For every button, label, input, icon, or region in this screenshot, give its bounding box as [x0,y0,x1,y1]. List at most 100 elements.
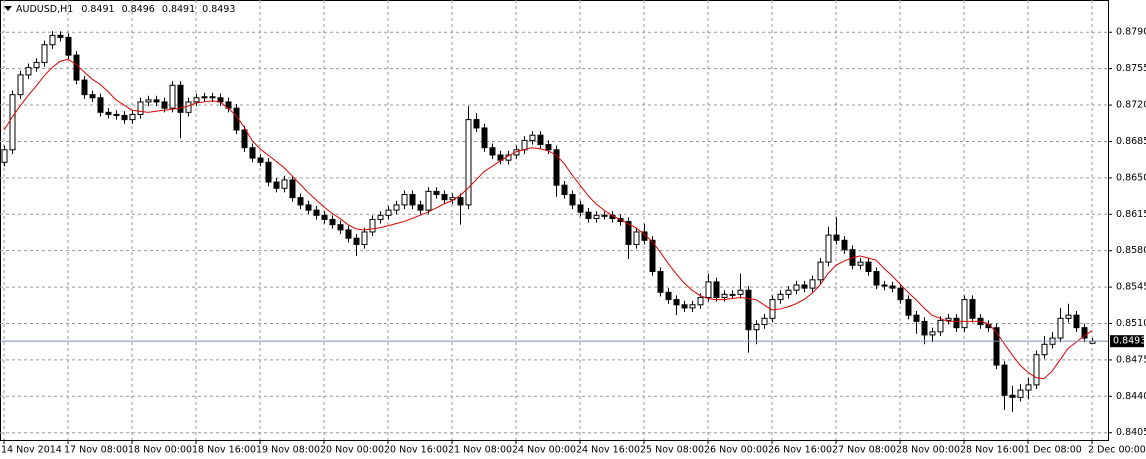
candle-body [905,299,912,316]
candle-body [265,161,272,183]
candle-body [793,284,800,291]
y-tick-label: 0.8685 [1116,136,1146,147]
candle-body [33,61,40,69]
candle-body [665,291,672,301]
candle-body [1065,314,1072,319]
candle-body [121,114,128,121]
candle-body [937,319,944,333]
candle-body [337,224,344,231]
candle-body [1025,384,1032,391]
x-tick-label: 25 Nov 08:00 [640,445,704,456]
y-tick-label: 0.8790 [1116,27,1146,38]
y-tick-label: 0.8720 [1116,100,1146,111]
symbol-menu-icon[interactable] [4,6,12,11]
candle-body [329,218,336,226]
candle-body [385,209,392,216]
candle-body [713,281,720,298]
candle-body [777,293,784,301]
candle-body [857,261,864,266]
candle-body [321,214,328,220]
plot-frame [0,0,1109,441]
candle-body [297,197,304,206]
candle-body [65,36,72,56]
candle-body [873,270,880,286]
candle-body [585,211,592,219]
candle-body [553,149,560,186]
candle-body [313,209,320,216]
candle-body [1041,343,1048,356]
candle-body [689,304,696,309]
candle-body [841,239,848,251]
candle-body [633,231,640,245]
candle-body [865,261,872,272]
candle-body [569,194,576,206]
candle-body [1009,394,1016,398]
candle-body [753,324,760,331]
y-tick-label: 0.8510 [1116,318,1146,329]
candle-body [417,204,424,211]
candle-body [649,239,656,272]
candle-body [393,204,400,211]
y-tick-label: 0.8545 [1116,282,1146,293]
candle-body [1,149,8,163]
candle-body [897,287,904,301]
x-tick-label: 17 Nov 08:00 [64,445,128,456]
candle-body [969,299,976,319]
x-tick-label: 1 Dec 08:00 [1024,445,1082,456]
candle-body [1081,327,1088,339]
candle-body [601,214,608,217]
current-price-box [1110,335,1144,348]
candle-body [729,293,736,296]
candle-body [921,320,928,336]
candle-body [81,79,88,96]
candle-body [545,144,552,151]
chart-header: AUDUSD,H1 0.8491 0.8496 0.8491 0.8493 [16,4,235,15]
candle-body [193,97,200,103]
x-tick-label: 20 Nov 16:00 [384,445,448,456]
x-tick-label: 24 Nov 16:00 [576,445,640,456]
candle-body [929,331,936,336]
candle-body [137,101,144,115]
candle-body [529,134,536,141]
x-tick-label: 26 Nov 16:00 [768,445,832,456]
candle-body [881,284,888,287]
candle-body [89,94,96,99]
candle-body [145,99,152,103]
candle-body [49,34,56,46]
candle-body [657,270,664,293]
candle-body [577,204,584,213]
candle-body [401,194,408,206]
y-tick-label: 0.8755 [1116,63,1146,74]
candle-body [809,279,816,289]
x-tick-label: 27 Nov 08:00 [832,445,896,456]
moving-average-line [3,58,1093,380]
candle-body [473,119,480,129]
x-tick-label: 20 Nov 00:00 [320,445,384,456]
candle-body [721,293,728,298]
candle-body [249,147,256,159]
candle-body [1017,389,1024,398]
candle-body [681,304,688,309]
y-tick-label: 0.8580 [1116,245,1146,256]
grid [0,0,1108,440]
candle-body [993,327,1000,366]
candle-body [433,190,440,196]
candle-body [1001,364,1008,396]
candle-body [593,214,600,219]
y-tick-label: 0.8615 [1116,209,1146,220]
candle-body [57,34,64,38]
candle-body [153,99,160,103]
candle-body [1057,317,1064,339]
candle-body [825,234,832,263]
candle-body [241,129,248,149]
candle-body [457,197,464,206]
current-price-label: 0.8493 [1113,336,1146,347]
candle-body [521,139,528,151]
x-tick-label: 21 Nov 08:00 [448,445,512,456]
last-high: 0.8496 [122,4,155,15]
chart-title: AUDUSD,H1 [16,4,73,15]
candle-body [785,289,792,295]
candle-body [369,218,376,233]
last-close: 0.8493 [202,4,235,15]
y-tick-label: 0.8405 [1116,427,1146,438]
